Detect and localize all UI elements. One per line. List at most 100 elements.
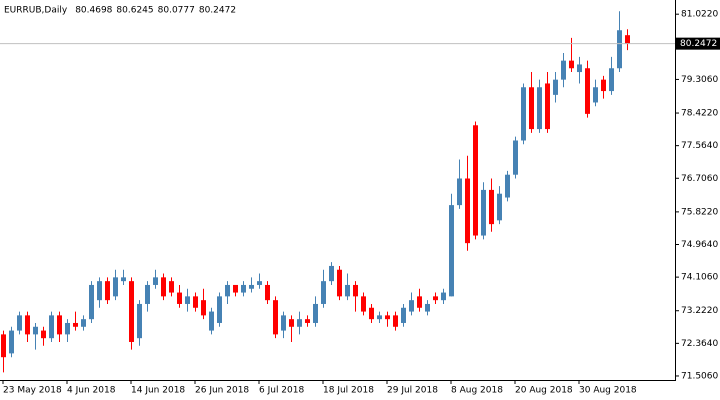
candle-body (545, 83, 550, 130)
candle-body (425, 303, 430, 312)
candle-body (521, 87, 526, 141)
candle-body (617, 30, 622, 69)
candle-body (513, 140, 518, 175)
x-tick-label: 20 Aug 2018 (515, 386, 573, 396)
x-tick-label: 6 Jul 2018 (259, 386, 304, 396)
candle-body (593, 87, 598, 103)
y-tick-label: 72.3640 (681, 339, 718, 349)
candle-body (305, 319, 310, 323)
candle-body (433, 296, 438, 301)
x-tick-label: 30 Aug 2018 (579, 386, 637, 396)
candle-body (337, 269, 342, 297)
candle-body (329, 265, 334, 282)
header-high: 80.6245 (116, 6, 153, 16)
candle-body (153, 277, 158, 285)
header-low: 80.0777 (158, 6, 195, 16)
candle-body (97, 281, 102, 301)
candle-body (289, 319, 294, 327)
x-tick-label: 18 Jul 2018 (323, 386, 374, 396)
candle-body (561, 60, 566, 80)
y-tick-label: 75.8220 (681, 207, 718, 217)
header-open: 80.4698 (75, 6, 112, 16)
x-tick-label: 26 Jun 2018 (195, 386, 249, 396)
candle-body (569, 60, 574, 69)
candle-body (401, 307, 406, 323)
x-tick-label: 23 May 2018 (3, 386, 62, 396)
candle-body (89, 284, 94, 320)
y-tick-label: 71.5060 (681, 371, 718, 381)
candle-body (225, 284, 230, 297)
candle-body (241, 284, 246, 293)
candle-body (529, 87, 534, 130)
candle-body (161, 277, 166, 297)
candle-body (81, 319, 86, 327)
y-tick-label: 73.2220 (681, 306, 718, 316)
candle-body (377, 315, 382, 320)
candle-body (601, 79, 606, 92)
candle-body (193, 296, 198, 308)
candle-body (625, 35, 630, 44)
candle-body (393, 315, 398, 327)
candle-body (217, 296, 222, 323)
candle-body (473, 125, 478, 236)
candle-body (489, 189, 494, 225)
candle-body (409, 300, 414, 312)
candle-body (145, 284, 150, 304)
x-tick-label: 29 Jul 2018 (387, 386, 438, 396)
candle-body (313, 303, 318, 323)
candle-body (129, 281, 134, 342)
candle-body (537, 87, 542, 130)
last-price-box (676, 37, 720, 50)
candle-body (369, 307, 374, 320)
candle-body (281, 315, 286, 331)
candle-body (465, 178, 470, 244)
candle-body (137, 303, 142, 339)
candle-body (57, 315, 62, 335)
candle-body (73, 322, 78, 327)
candle-body (481, 189, 486, 236)
last-price-label: 80.2472 (680, 39, 717, 49)
candle-body (265, 284, 270, 301)
candle-body (577, 64, 582, 73)
candle-body (65, 322, 70, 335)
candle-body (177, 292, 182, 304)
candle-body (233, 284, 238, 293)
candle-body (25, 315, 30, 335)
candle-body (585, 68, 590, 114)
candle-body (121, 277, 126, 282)
candle-body (33, 326, 38, 335)
candle-body (345, 284, 350, 297)
header-close: 80.2472 (199, 6, 236, 16)
candle-body (1, 334, 6, 358)
candle-body (361, 296, 366, 312)
candle-body (17, 315, 22, 331)
candle-body (273, 300, 278, 335)
y-tick-label: 74.1060 (681, 273, 718, 283)
candle-body (553, 79, 558, 95)
candle-body (609, 68, 614, 92)
y-tick-label: 79.3060 (681, 75, 718, 85)
candle-body (497, 193, 502, 221)
candle-body (417, 296, 422, 308)
candle-body (441, 292, 446, 301)
candle-body (201, 300, 206, 316)
candle-body (449, 205, 454, 297)
candle-body (209, 311, 214, 331)
y-tick-label: 77.5640 (681, 141, 718, 151)
candle-body (113, 277, 118, 297)
candle-body (49, 315, 54, 339)
candle-body (9, 330, 14, 354)
candle-body (257, 281, 262, 285)
candle-body (249, 284, 254, 289)
candle-body (385, 315, 390, 320)
chart-title: EURRUB,Daily (4, 6, 68, 16)
candle-body (505, 174, 510, 198)
candle-body (457, 178, 462, 206)
y-tick-label: 78.4220 (681, 109, 718, 119)
x-tick-label: 14 Jun 2018 (131, 386, 185, 396)
candle-body (105, 281, 110, 301)
candle-body (353, 284, 358, 297)
candle-body (321, 281, 326, 304)
